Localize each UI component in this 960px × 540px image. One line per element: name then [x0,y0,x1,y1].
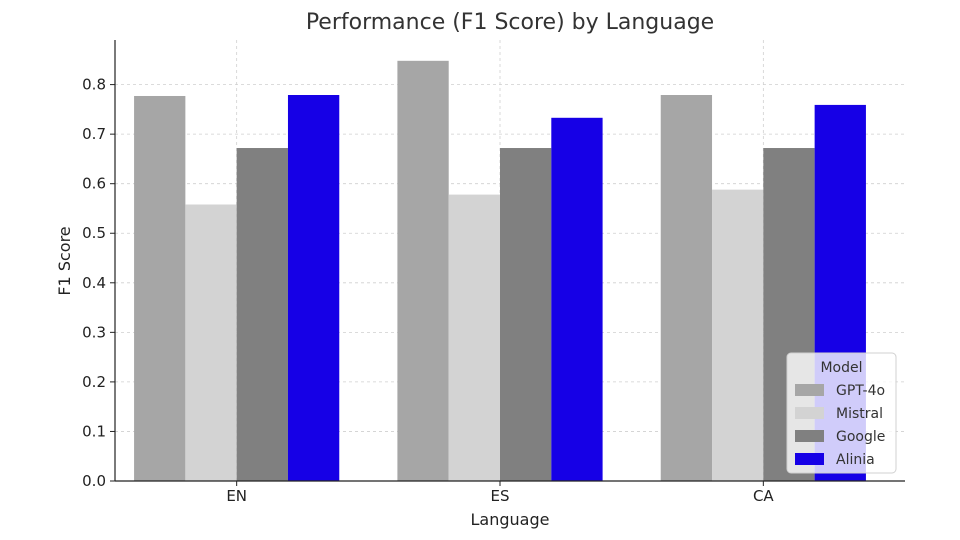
bar-alinia-en [287,95,340,481]
y-tick-label: 0.4 [82,274,106,292]
bar-mistral-en [185,204,237,481]
y-tick-label: 0.8 [82,76,106,94]
bar-mistral-ca [712,189,764,481]
y-tick-label: 0.0 [82,472,106,490]
y-axis-label: F1 Score [55,226,74,295]
bar-gpt-4o-ca [660,95,713,481]
legend-swatch [795,407,824,419]
y-tick-label: 0.6 [82,175,106,193]
legend-entry: Mistral [836,406,883,422]
legend-entry: Google [836,429,885,445]
x-tick-label: CA [753,487,774,505]
bar-google-es [500,148,552,482]
legend: Model GPT-4o Mistral Google Alinia [786,352,897,474]
axes: 0.0 0.1 0.2 0.3 0.4 0.5 0.6 0.7 0.8 EN ES CA [82,40,905,505]
y-tick-label: 0.1 [82,422,106,440]
x-axis-label: Language [471,510,550,529]
y-tick-label: 0.2 [82,373,106,391]
legend-swatch [795,384,824,396]
y-tick-label: 0.5 [82,224,106,242]
bars [134,60,866,482]
bar-mistral-es [448,194,500,481]
legend-box [786,352,897,474]
y-tick-label: 0.7 [82,125,106,143]
bar-gpt-4o-en [134,95,186,482]
bar-google-en [236,148,288,482]
bar-gpt-4o-es [397,60,449,481]
bar-alinia-es [551,117,603,482]
legend-swatch [795,430,824,442]
y-tick-label: 0.3 [82,323,106,341]
x-tick-label: EN [226,487,247,505]
legend-entry: Alinia [836,452,875,468]
chart-title: Performance (F1 Score) by Language [306,10,714,35]
legend-swatch [795,453,824,465]
legend-title: Model [820,360,862,376]
legend-entry: GPT-4o [836,383,885,399]
x-tick-label: ES [491,487,510,505]
